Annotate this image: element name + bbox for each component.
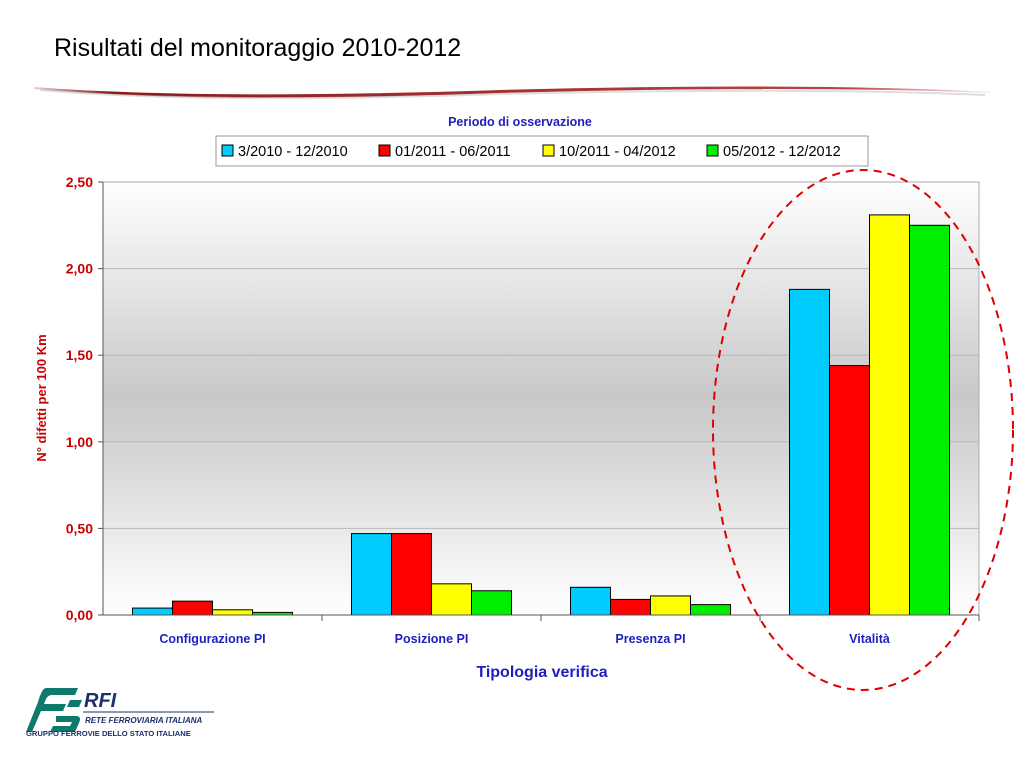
bar: [132, 607, 173, 616]
bar: [690, 604, 731, 616]
legend-box: [215, 135, 869, 167]
y-tick-label: 1,00: [66, 434, 93, 450]
bar: [570, 586, 611, 616]
x-tick-labels: Configurazione PI Posizione PI Presenza PI…: [159, 632, 890, 646]
slide-title: Risultati del monitoraggio 2010-2012: [54, 34, 462, 62]
y-tick-labels: 0,00 0,50 1,00 1,50 2,00 2,50: [66, 174, 93, 623]
x-tick-label: Posizione PI: [395, 632, 469, 646]
legend-label: 01/2011 - 06/2011: [395, 144, 511, 160]
y-axis-label: N° difetti per 100 Km: [34, 334, 49, 461]
bar: [909, 224, 950, 616]
legend: 3/2010 - 12/2010 01/2011 - 06/2011 10/2011…: [221, 144, 841, 160]
axes: [98, 181, 980, 621]
y-tick-label: 0,50: [66, 520, 93, 536]
bar: [431, 583, 472, 616]
bar: [351, 533, 392, 616]
logo-brand: RFI: [84, 690, 117, 712]
legend-title: Periodo di osservazione: [448, 115, 592, 129]
logo-name: RETE FERROVIARIA ITALIANA: [85, 716, 203, 725]
legend-swatch: [378, 144, 391, 157]
x-tick-label: Presenza PI: [615, 632, 685, 646]
x-axis-label: Tipologia verifica: [476, 664, 607, 681]
x-tick-label: Vitalità: [849, 632, 890, 646]
y-tick-label: 1,50: [66, 347, 93, 363]
bar: [869, 214, 910, 616]
rfi-logo: RFI RETE FERROVIARIA ITALIANA GRUPPO FER…: [26, 688, 214, 738]
legend-swatch: [542, 144, 555, 157]
bar: [172, 600, 213, 616]
bar: [829, 365, 870, 616]
legend-label: 05/2012 - 12/2012: [723, 144, 841, 160]
bar: [789, 288, 830, 616]
y-tick-label: 2,00: [66, 261, 93, 277]
fs-mark-icon: [26, 688, 82, 732]
title-underline-swoosh: [34, 86, 990, 100]
bar: [471, 590, 512, 616]
bars: [132, 214, 950, 616]
highlight-ellipse: [712, 169, 1014, 691]
legend-label: 3/2010 - 12/2010: [238, 144, 348, 160]
x-tick-label: Configurazione PI: [159, 632, 265, 646]
bar: [650, 595, 691, 616]
legend-swatch: [706, 144, 719, 157]
bar: [610, 598, 651, 616]
y-tick-label: 2,50: [66, 174, 93, 190]
y-tick-label: 0,00: [66, 607, 93, 623]
bar: [212, 609, 253, 616]
logo-group: GRUPPO FERROVIE DELLO STATO ITALIANE: [26, 729, 191, 738]
bar: [391, 533, 432, 616]
legend-label: 10/2011 - 04/2012: [559, 144, 676, 160]
legend-swatch: [221, 144, 234, 157]
